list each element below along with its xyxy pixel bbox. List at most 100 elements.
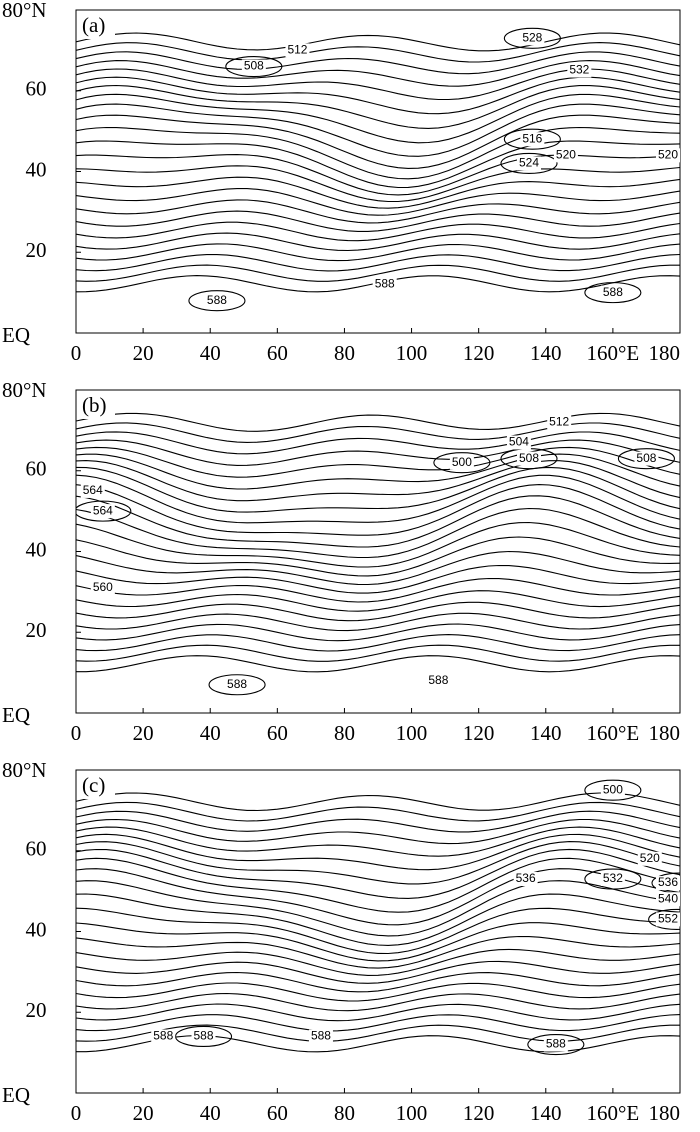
label-bg (656, 912, 680, 927)
contour-label: 588 (207, 293, 227, 307)
contour-line (76, 264, 680, 282)
label-bg (600, 872, 625, 887)
contour-line (76, 495, 680, 548)
contour-label: 588 (603, 285, 623, 299)
contour-label: 536 (516, 871, 536, 885)
label-bg (600, 285, 625, 300)
contour-label: 588 (193, 1029, 213, 1043)
x-tick-label: 60 (267, 721, 288, 745)
contour-loop (584, 868, 642, 890)
contour-line (76, 84, 680, 129)
contour-line (76, 550, 680, 586)
label-bg (567, 63, 592, 78)
contour-line (76, 221, 680, 242)
contour-loop (651, 872, 680, 894)
x-tick-label: 40 (200, 721, 221, 745)
contour-line (76, 484, 680, 536)
contour-label: 564 (83, 483, 103, 497)
label-bg (225, 677, 250, 692)
contour-loop (527, 1034, 585, 1056)
x-tick-label: 100 (396, 341, 428, 365)
label-bg (241, 59, 266, 74)
label-bg (637, 851, 662, 866)
contour-line (76, 140, 680, 189)
contours (76, 779, 680, 1056)
contours (76, 27, 680, 312)
label-bg (80, 483, 105, 498)
contour-loop (188, 290, 246, 312)
contour-line (76, 792, 680, 812)
contour-line (76, 880, 680, 937)
contour-line (76, 848, 680, 899)
label-bg (449, 455, 474, 470)
x-tick-label: 140 (530, 721, 562, 745)
contour-line (76, 907, 680, 955)
x-tick-label: 160°E (587, 1101, 640, 1125)
contour-line (76, 960, 680, 984)
contour-line (76, 868, 680, 926)
contour-line (76, 474, 680, 524)
x-tick-label: 40 (200, 1101, 221, 1125)
contour-line (76, 210, 680, 232)
label-bg (656, 892, 680, 907)
contour-label: 520 (556, 148, 576, 162)
contour-line (76, 857, 680, 913)
label-bg (520, 132, 545, 147)
contour-line (76, 536, 680, 577)
contour-line (76, 446, 680, 478)
contour-label: 512 (287, 43, 307, 57)
contour-line (76, 60, 680, 87)
x-tick-label: 0 (71, 721, 82, 745)
label-bg (90, 504, 115, 519)
y-tick-label: 40 (26, 537, 47, 561)
x-tick-label: 20 (133, 721, 154, 745)
contour-line (76, 460, 680, 502)
contour-loop (500, 152, 558, 174)
contour-label: 508 (244, 59, 264, 73)
x-tick-label: 80 (334, 721, 355, 745)
x-tick-label: 140 (530, 341, 562, 365)
panel-label-bg (79, 773, 115, 799)
contour-label: 528 (522, 30, 542, 44)
y-tick-label: 80°N (2, 0, 47, 22)
label-bg (191, 1029, 216, 1044)
y-tick-label: 60 (26, 837, 47, 861)
contour-label: 560 (93, 580, 113, 594)
contour-loop (503, 128, 561, 150)
contour-line (76, 243, 680, 262)
x-tick-label: 140 (530, 1101, 562, 1125)
label-bg (517, 451, 541, 466)
y-tick-label: 60 (26, 77, 47, 101)
x-tick-label: 160°E (587, 341, 640, 365)
y-tick-label: 80°N (2, 758, 47, 782)
map-frame (75, 769, 681, 1094)
label-bg (520, 31, 545, 46)
contour-line (76, 42, 680, 63)
x-tick-label: 180 (649, 1101, 681, 1125)
contour-label: 588 (227, 677, 247, 691)
contour-loop (174, 1025, 233, 1048)
contour-line (76, 507, 680, 559)
x-tick-label: 40 (200, 341, 221, 365)
contour-line (76, 253, 680, 272)
label-bg (517, 156, 541, 171)
x-tick-label: 0 (71, 341, 82, 365)
contour-label: 588 (428, 673, 448, 687)
map-panel: 500 520 532 536 536 540 552 588 588 588 588 (c) 0 20 4… (2, 758, 681, 1125)
contour-line (76, 590, 680, 612)
contour-line (76, 439, 680, 466)
contour-label: 532 (603, 871, 623, 885)
contour-line (76, 623, 680, 642)
x-tick-label: 20 (133, 1101, 154, 1125)
contour-loop (584, 282, 642, 304)
label-bg (634, 451, 659, 466)
panel-label-bg (79, 393, 115, 419)
contour-line (76, 199, 680, 224)
label-bg (553, 148, 578, 163)
x-tick-label: 120 (463, 1101, 495, 1125)
contour-loop (503, 27, 561, 49)
contour-label: 500 (452, 455, 472, 469)
contour-line (76, 992, 680, 1012)
contour-line (76, 422, 680, 443)
